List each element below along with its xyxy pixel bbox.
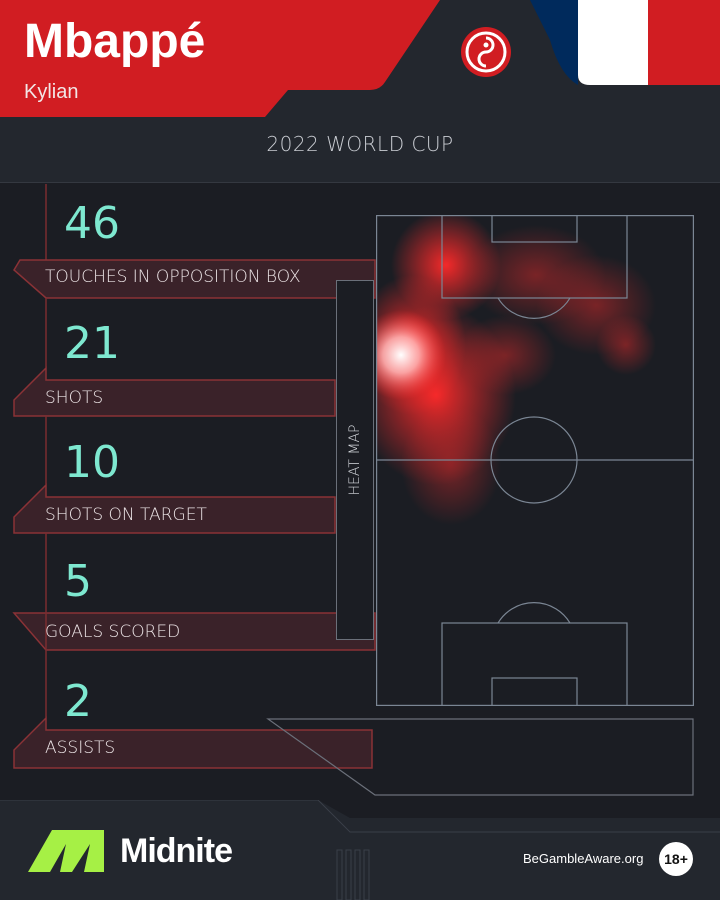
stat-band-4 bbox=[12, 612, 376, 651]
stat-band-3 bbox=[13, 483, 336, 534]
stat-label-goals: GOALS SCORED bbox=[45, 622, 181, 642]
footer bbox=[0, 800, 720, 900]
competition-title: 2022 WORLD CUP bbox=[266, 132, 454, 156]
brand-name: Midnite bbox=[120, 832, 233, 870]
stat-value-touches: 46 bbox=[64, 198, 120, 249]
stat-label-shots: SHOTS bbox=[45, 388, 104, 408]
heat-map-label-box: HEAT MAP bbox=[336, 280, 374, 640]
stat-band-1 bbox=[13, 259, 376, 299]
header-shapes bbox=[0, 0, 720, 117]
stat-band-2 bbox=[13, 366, 336, 417]
stat-value-shots: 21 bbox=[64, 318, 120, 369]
stat-value-shots-on-target: 10 bbox=[64, 437, 120, 488]
pitch-lines bbox=[376, 215, 694, 706]
stat-label-touches: TOUCHES IN OPPOSITION BOX bbox=[45, 267, 301, 287]
stat-label-assists: ASSISTS bbox=[45, 738, 116, 758]
gamble-aware-link[interactable]: BeGambleAware.org bbox=[523, 851, 644, 866]
decorative-frame bbox=[266, 718, 694, 796]
stat-label-shots-on-target: SHOTS ON TARGET bbox=[45, 505, 207, 525]
midnite-logo-icon bbox=[28, 830, 104, 872]
heat-zones bbox=[376, 215, 656, 525]
player-first-name: Kylian bbox=[24, 81, 79, 103]
team-crest-icon bbox=[461, 27, 511, 77]
age-restriction-badge: 18+ bbox=[659, 842, 693, 876]
name-banner bbox=[0, 0, 440, 117]
player-surname: Mbappé bbox=[24, 15, 206, 68]
france-flag-icon bbox=[530, 0, 720, 85]
heat-map-pitch bbox=[376, 215, 694, 706]
stat-band-5 bbox=[13, 716, 373, 769]
stat-value-assists: 2 bbox=[64, 676, 92, 727]
stat-value-goals: 5 bbox=[64, 556, 92, 607]
heat-map-label: HEAT MAP bbox=[347, 424, 363, 496]
